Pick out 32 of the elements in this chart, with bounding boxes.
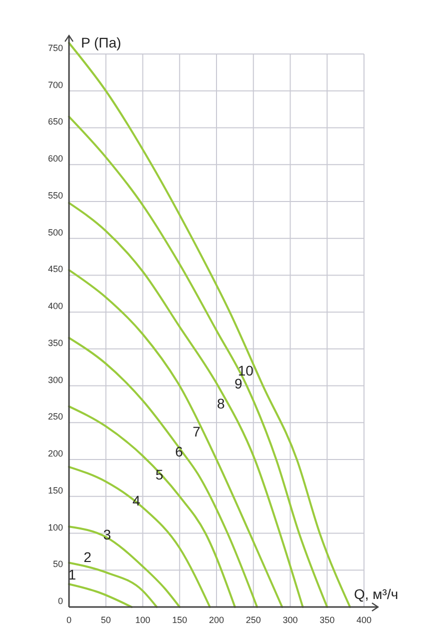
x-axis-title: Q, м³/ч bbox=[354, 586, 398, 602]
y-tick-label: 100 bbox=[48, 522, 63, 532]
series-label: 1 bbox=[68, 566, 76, 583]
x-tick-label: 300 bbox=[282, 615, 298, 625]
y-tick-label: 700 bbox=[48, 80, 63, 90]
y-tick-label: 150 bbox=[48, 485, 63, 496]
x-tick-label: 50 bbox=[100, 615, 111, 625]
y-tick-label: 50 bbox=[52, 559, 63, 570]
y-tick-label: 650 bbox=[48, 116, 63, 127]
y-tick-label: 350 bbox=[48, 338, 63, 348]
y-tick-label: 250 bbox=[48, 412, 63, 422]
series-label: 7 bbox=[192, 423, 201, 440]
x-tick-label: 200 bbox=[208, 615, 224, 625]
x-tick-label: 0 bbox=[66, 615, 72, 625]
y-tick-label: 750 bbox=[48, 43, 63, 53]
x-tick-label: 350 bbox=[320, 615, 335, 625]
series-label: 8 bbox=[217, 395, 226, 412]
x-tick-label: 400 bbox=[356, 615, 372, 625]
x-tick-label: 150 bbox=[172, 615, 188, 625]
y-tick-label: 550 bbox=[48, 190, 63, 200]
y-tick-label: 300 bbox=[48, 374, 63, 385]
y-axis-title: P (Па) bbox=[81, 34, 122, 51]
y-tick-label: 200 bbox=[48, 448, 63, 459]
y-tick-label: 450 bbox=[48, 264, 63, 274]
x-tick-label: 100 bbox=[135, 615, 150, 625]
y-tick-label: 400 bbox=[48, 301, 63, 312]
x-tick-label: 250 bbox=[246, 615, 261, 625]
y-tick-label: 0 bbox=[58, 596, 63, 606]
series-label: 2 bbox=[84, 548, 92, 565]
series-label: 6 bbox=[175, 444, 184, 460]
y-tick-label: 500 bbox=[48, 227, 63, 238]
y-tick-label: 600 bbox=[48, 154, 63, 164]
